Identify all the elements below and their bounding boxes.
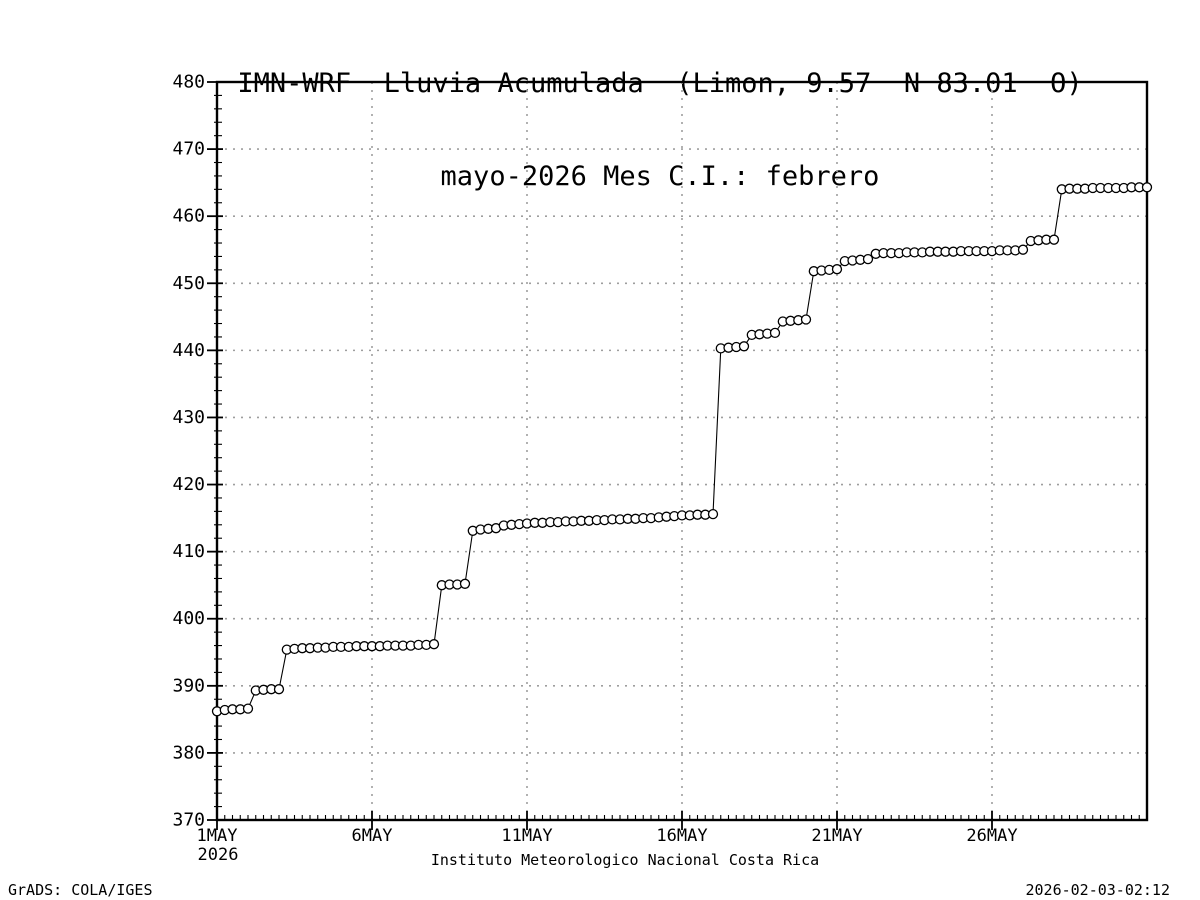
- data-point-marker: [1141, 182, 1153, 193]
- data-point-marker: [738, 341, 750, 352]
- y-tick-label: 400: [172, 608, 205, 629]
- data-point-marker: [242, 703, 254, 714]
- data-point-marker: [831, 264, 843, 275]
- data-point-marker: [1017, 244, 1029, 255]
- y-tick-label: 390: [172, 675, 205, 696]
- x-tick-label: 16MAY: [656, 826, 707, 846]
- data-point-marker: [459, 578, 471, 589]
- x-tick-year-label: 2026: [198, 845, 239, 865]
- x-tick-label: 26MAY: [966, 826, 1017, 846]
- y-tick-label: 430: [172, 407, 205, 428]
- x-tick-label: 6MAY: [352, 826, 393, 846]
- data-point-marker: [800, 314, 812, 325]
- data-point-marker: [707, 508, 719, 520]
- data-point-marker: [1048, 234, 1060, 245]
- data-point-marker: [769, 327, 781, 339]
- y-tick-label: 460: [172, 206, 205, 227]
- x-tick-label: 11MAY: [501, 826, 552, 846]
- y-tick-label: 420: [172, 474, 205, 495]
- y-tick-label: 410: [172, 541, 205, 562]
- y-tick-label: 380: [172, 742, 205, 763]
- y-tick-label: 370: [172, 810, 205, 831]
- x-tick-label: 1MAY: [197, 826, 238, 846]
- generation-timestamp: 2026-02-03-02:12: [1025, 881, 1171, 899]
- chart-subtitle: mayo-2026 Mes C.I.: febrero: [440, 161, 880, 192]
- chart-title-block: IMN-WRF Lluvia Acumulada (Limon, 9.57 N …: [0, 6, 1200, 254]
- data-point-marker: [862, 253, 874, 265]
- grads-credit-label: GrADS: COLA/IGES: [8, 881, 153, 899]
- y-tick-label: 440: [172, 340, 205, 361]
- x-tick-label: 21MAY: [811, 826, 862, 846]
- x-axis-label: Instituto Meteorologico Nacional Costa R…: [430, 851, 820, 869]
- data-point-marker: [273, 684, 285, 695]
- y-tick-label: 470: [172, 139, 205, 160]
- rainfall-series-line: [216, 186, 1147, 712]
- chart-title: IMN-WRF Lluvia Acumulada (Limon, 9.57 N …: [237, 68, 1083, 99]
- data-point-marker: [428, 639, 440, 650]
- y-tick-label: 450: [172, 273, 205, 294]
- y-tick-label: 480: [172, 72, 205, 93]
